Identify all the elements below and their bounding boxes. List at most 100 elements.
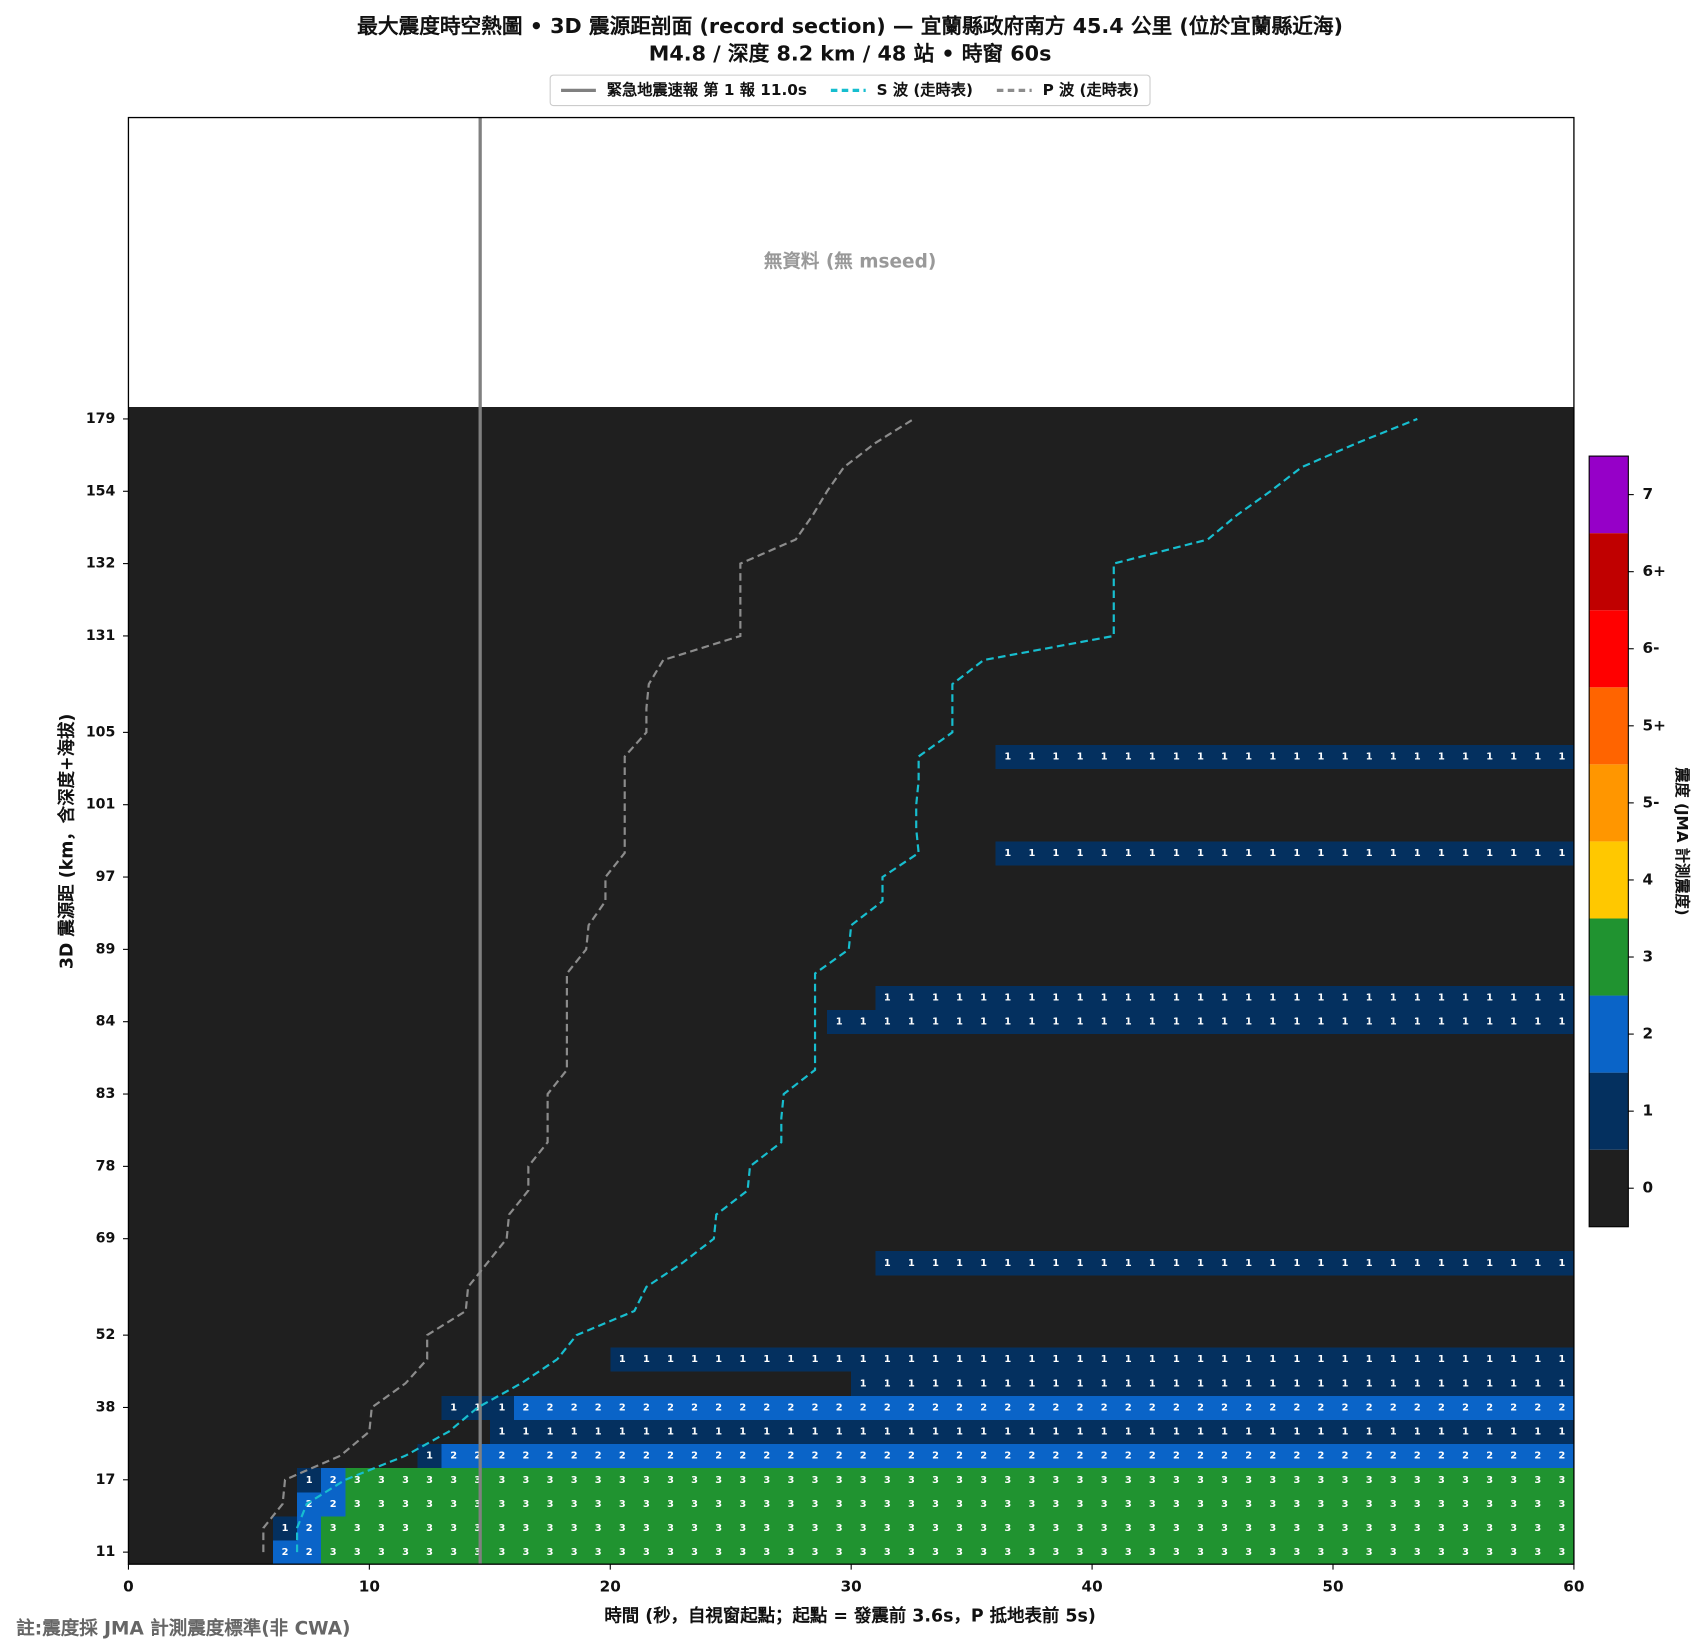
cell-label: 3 (739, 1499, 746, 1510)
heat-cell (513, 744, 539, 769)
heat-cell (1116, 1371, 1141, 1396)
cell-label: 1 (1558, 1427, 1565, 1438)
heat-cell (562, 599, 587, 625)
heat-cell (1188, 551, 1213, 577)
heat-cell (1140, 889, 1165, 914)
heat-cell (513, 889, 539, 914)
heat-cell (393, 1467, 418, 1493)
heat-cell (586, 985, 611, 1011)
heat-cell (537, 1033, 563, 1059)
heat-cell (1236, 1323, 1262, 1348)
cell-label: 2 (908, 1451, 915, 1462)
heat-cell (851, 455, 876, 480)
heat-cell (537, 1540, 563, 1565)
cell-label: 3 (378, 1523, 385, 1534)
cell-label: 3 (1173, 1475, 1180, 1486)
heat-cell (1357, 1323, 1382, 1348)
heat-cell (562, 792, 587, 818)
heat-cell (827, 1443, 852, 1469)
heat-cell (1116, 1467, 1141, 1493)
heat-cell (634, 1130, 659, 1155)
y-tick-label: 132 (86, 556, 116, 572)
cell-label: 1 (1221, 751, 1228, 762)
heat-cell (489, 840, 515, 866)
heat-cell (1140, 840, 1165, 866)
heat-cell (489, 744, 515, 769)
heat-cell (345, 623, 370, 649)
heat-cell (1429, 1515, 1454, 1541)
heat-cell (152, 1371, 178, 1396)
heat-cell (513, 1419, 539, 1445)
cell-label: 1 (1149, 1378, 1156, 1389)
heat-cell (513, 1130, 539, 1155)
heat-cell (248, 503, 274, 528)
cell-label: 1 (1004, 1258, 1011, 1269)
heat-cell (899, 744, 924, 769)
heat-cell (1092, 503, 1117, 528)
heat-cell (128, 744, 153, 769)
heat-cell (1381, 1443, 1406, 1469)
heat-cell (1477, 599, 1503, 625)
heat-cell (851, 672, 876, 697)
heat-cell (875, 1130, 900, 1155)
heat-cell (1116, 913, 1141, 938)
cell-label: 1 (1390, 1258, 1397, 1269)
heat-cell (128, 430, 153, 456)
cell-label: 3 (1004, 1499, 1011, 1510)
heat-cell (1381, 1467, 1406, 1493)
heat-cell (1260, 455, 1286, 480)
cell-label: 1 (1366, 1258, 1373, 1269)
heat-cell (224, 889, 250, 914)
heat-cell (851, 1130, 876, 1155)
heat-cell (1043, 1298, 1069, 1324)
heat-cell (224, 840, 250, 866)
heat-cell (1501, 1491, 1527, 1517)
heat-cell (1116, 1033, 1141, 1059)
cell-label: 3 (402, 1475, 409, 1486)
heat-cell (754, 1395, 780, 1420)
cell-label: 2 (1101, 1451, 1108, 1462)
heat-cell (272, 1491, 298, 1517)
heat-cell (297, 672, 322, 697)
heat-cell (1453, 744, 1478, 769)
heat-cell (1549, 1491, 1575, 1517)
heat-cell (1333, 937, 1358, 962)
heat-cell (272, 1202, 298, 1228)
y-tick-label: 154 (86, 483, 116, 499)
heat-cell (321, 816, 346, 842)
heat-cell (802, 768, 828, 794)
heat-cell (248, 672, 274, 697)
heat-cell (1477, 1515, 1503, 1541)
cell-label: 1 (1221, 848, 1228, 859)
heat-cell (802, 1202, 828, 1228)
y-tick-label: 17 (96, 1472, 116, 1488)
heat-cell (345, 1106, 370, 1131)
heat-cell (1549, 1395, 1575, 1420)
heat-cell (1429, 455, 1454, 480)
legend-box (549, 74, 1151, 107)
heat-cell (562, 503, 587, 528)
heat-cell (537, 1371, 563, 1396)
cell-label: 3 (980, 1523, 987, 1534)
heat-cell (272, 647, 298, 673)
heat-cell (851, 720, 876, 745)
cell-label: 1 (1125, 1354, 1132, 1365)
heat-cell (465, 1130, 491, 1155)
cell-label: 1 (1438, 1378, 1445, 1389)
heat-cell (224, 1515, 250, 1541)
heat-cell (1549, 1226, 1575, 1252)
heat-cell (1381, 1009, 1406, 1035)
cell-label: 3 (450, 1523, 457, 1534)
heat-cell (128, 1250, 153, 1276)
heat-cell (899, 768, 924, 794)
heat-cell (1308, 913, 1334, 938)
heat-cell (128, 672, 153, 697)
heat-cell (923, 744, 948, 769)
heat-cell (1333, 1515, 1358, 1541)
heat-cell (1284, 1106, 1310, 1131)
heat-cell (923, 937, 948, 962)
cell-label: 2 (498, 1451, 505, 1462)
cell-label: 1 (1318, 993, 1325, 1004)
heat-cell (1501, 961, 1527, 986)
heat-cell (1357, 1178, 1382, 1203)
